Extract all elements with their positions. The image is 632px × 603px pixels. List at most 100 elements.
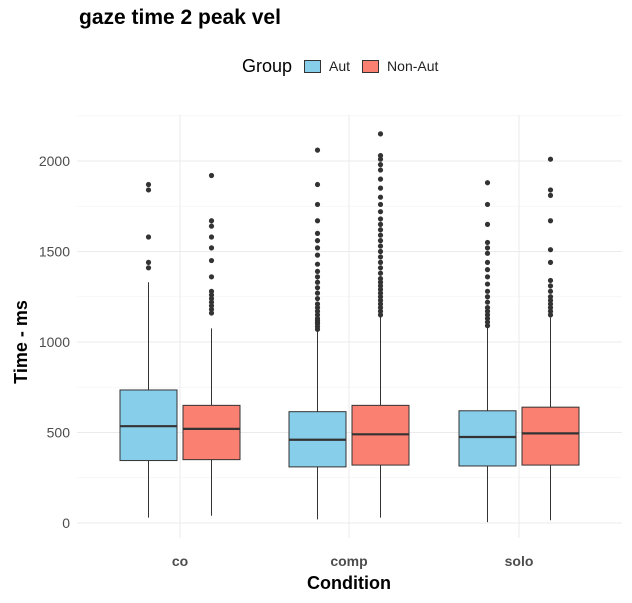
- outlier-point: [377, 312, 384, 318]
- outlier-point: [208, 292, 215, 298]
- outlier-point: [547, 277, 554, 284]
- outlier-point: [547, 294, 554, 300]
- outlier-point: [377, 301, 384, 307]
- box: [458, 410, 517, 467]
- outlier-point: [314, 147, 321, 153]
- outlier-point: [145, 265, 152, 271]
- boxplot-aut-comp: [288, 147, 347, 520]
- outlier-point: [208, 274, 215, 280]
- outlier-point: [314, 181, 321, 188]
- outlier-point: [547, 297, 554, 303]
- legend-label-non-aut: Non-Aut: [387, 58, 439, 74]
- outlier-point: [145, 234, 152, 240]
- outlier-point: [484, 245, 491, 251]
- outlier-point: [314, 268, 321, 275]
- outlier-point: [377, 265, 384, 271]
- outlier-point: [547, 308, 554, 314]
- outlier-point: [208, 306, 215, 313]
- outlier-point: [484, 180, 491, 186]
- outlier-point: [145, 181, 152, 188]
- outlier-point: [377, 290, 384, 296]
- legend-item-aut: Aut: [304, 58, 350, 74]
- outlier-point: [484, 323, 491, 329]
- outlier-point: [377, 156, 384, 162]
- outlier-point: [484, 305, 491, 311]
- y-tick-label: 0: [62, 515, 70, 531]
- outlier-point: [547, 187, 554, 193]
- outlier-point: [314, 295, 321, 302]
- y-axis-title: Time - ms: [11, 300, 31, 384]
- outlier-point: [314, 285, 321, 291]
- boxplot-non-aut-co: [182, 172, 241, 516]
- outlier-point: [145, 259, 152, 265]
- legend-title: Group: [242, 55, 293, 76]
- chart-title: gaze time 2 peak vel: [79, 6, 281, 29]
- legend-key-non-aut: [362, 59, 380, 73]
- outlier-point: [484, 221, 491, 227]
- outlier-point: [377, 297, 384, 303]
- y-tick-label: 1000: [39, 334, 70, 350]
- y-tick-label: 2000: [39, 153, 70, 169]
- outlier-point: [314, 312, 321, 318]
- outlier-point: [314, 290, 321, 296]
- outlier-point: [314, 238, 321, 244]
- outlier-point: [377, 201, 384, 208]
- outlier-point: [484, 274, 491, 280]
- outlier-point: [547, 218, 554, 224]
- outlier-point: [208, 223, 215, 229]
- outlier-point: [484, 239, 491, 246]
- outlier-point: [208, 218, 215, 224]
- outlier-point: [208, 234, 215, 240]
- outlier-point: [377, 238, 384, 244]
- outlier-point: [377, 254, 384, 260]
- outlier-point: [377, 131, 384, 137]
- outlier-point: [377, 248, 384, 255]
- outlier-point: [377, 232, 384, 238]
- outlier-point: [377, 209, 384, 215]
- outlier-point: [377, 152, 384, 159]
- outlier-point: [377, 276, 384, 282]
- gridlines: [77, 115, 622, 538]
- outlier-point: [314, 201, 321, 208]
- outlier-point: [314, 218, 321, 224]
- outlier-point: [547, 283, 554, 289]
- outlier-point: [377, 194, 384, 200]
- outlier-point: [377, 227, 384, 233]
- outlier-point: [377, 259, 384, 265]
- outlier-point: [377, 216, 384, 222]
- outlier-point: [208, 299, 215, 305]
- x-tick-label: comp: [330, 553, 367, 569]
- outlier-point: [484, 201, 491, 208]
- outlier-point: [547, 259, 554, 265]
- outlier-point: [208, 245, 215, 251]
- outlier-point: [484, 294, 491, 300]
- boxplot-non-aut-solo: [521, 156, 580, 521]
- outlier-point: [484, 267, 491, 273]
- outlier-point: [314, 261, 321, 267]
- outlier-point: [484, 312, 491, 318]
- outlier-point: [314, 301, 321, 307]
- outlier-point: [377, 270, 384, 276]
- outlier-point: [314, 305, 321, 311]
- y-tick-label: 500: [47, 425, 71, 441]
- box: [182, 404, 241, 461]
- outlier-point: [208, 295, 215, 302]
- outlier-point: [314, 252, 321, 258]
- outlier-point: [547, 301, 554, 307]
- outlier-point: [377, 294, 384, 300]
- box: [521, 406, 580, 466]
- outlier-point: [484, 288, 491, 294]
- x-tick-label: solo: [505, 553, 534, 569]
- boxplot-aut-solo: [458, 180, 517, 523]
- outlier-point: [484, 259, 491, 265]
- boxplot-aut-co: [119, 181, 178, 518]
- outlier-point: [547, 192, 554, 198]
- outlier-point: [377, 167, 384, 173]
- outlier-point: [484, 308, 491, 314]
- outlier-point: [377, 308, 384, 314]
- outlier-point: [547, 288, 554, 294]
- x-tick-label: co: [172, 553, 188, 569]
- outlier-point: [547, 247, 554, 253]
- legend-item-non-aut: Non-Aut: [362, 58, 438, 74]
